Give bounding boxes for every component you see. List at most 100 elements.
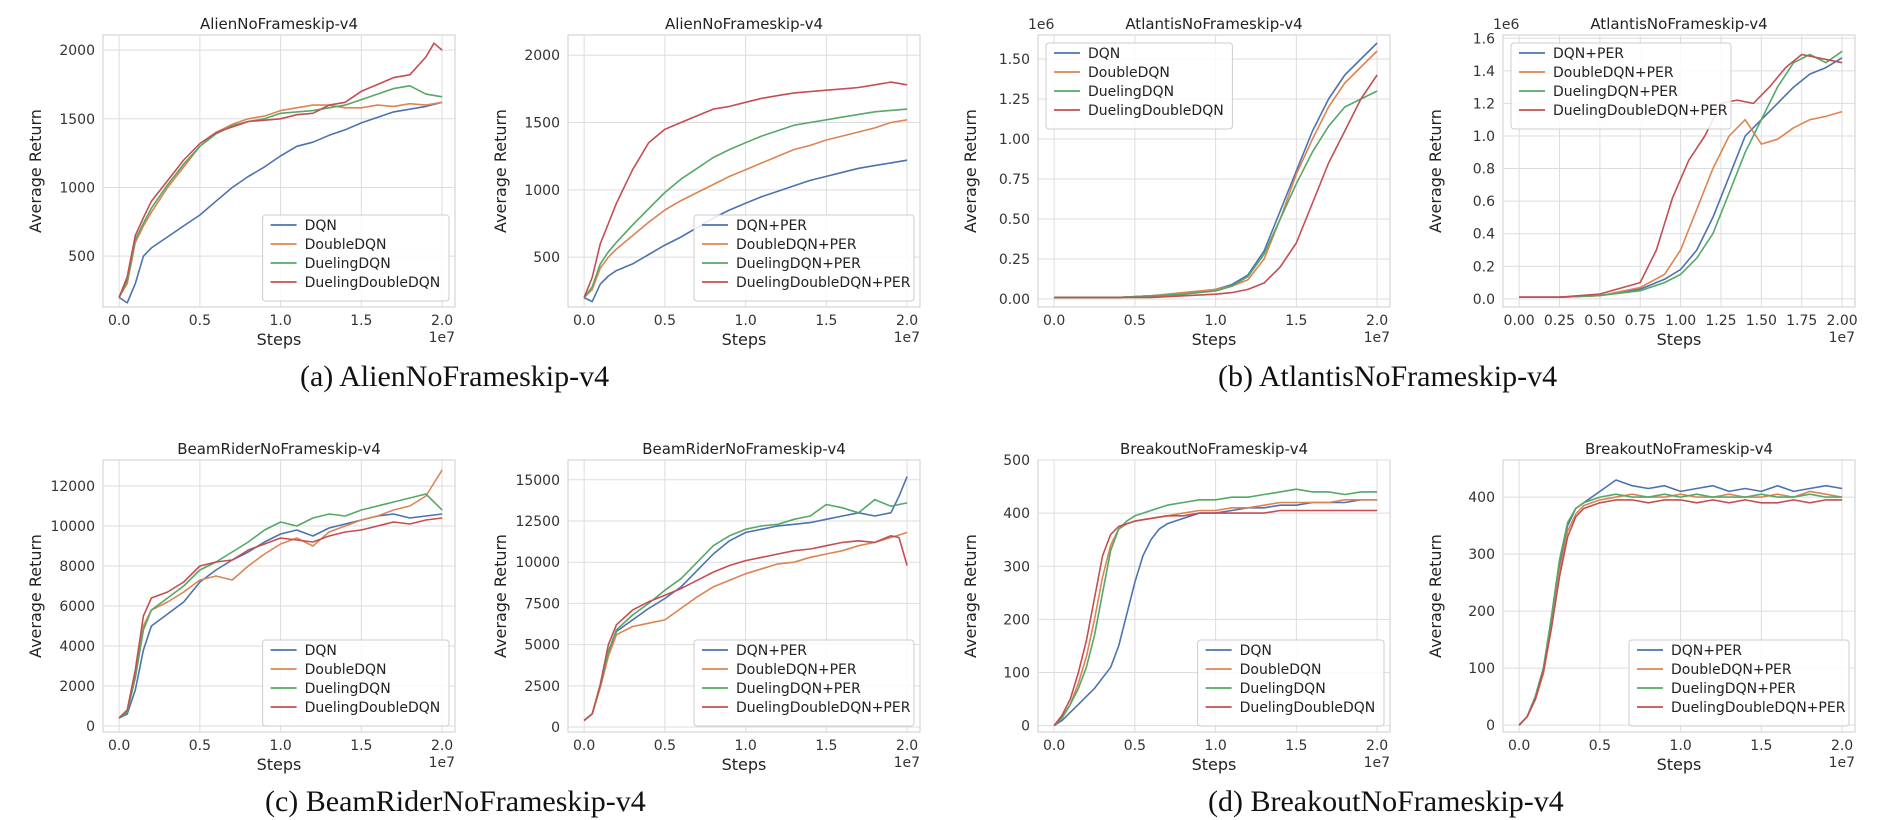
legend: DQN DoubleDQN DuelingDQN DuelingDoubleDQN [1045, 42, 1233, 130]
chart-beamrider-baseline: 0.0 0.5 1.0 1.5 2.0 0 2000 4000 6000 8000 10000 120… [15, 430, 470, 775]
x-tick-label: 0.0 [108, 313, 130, 329]
x-tick-label: 2.0 [431, 313, 453, 329]
chart-atlantis-baseline: 0.0 0.5 1.0 1.5 2.0 0.00 0.25 0.50 0.75 1.00 1.25 1… [950, 5, 1405, 350]
y-tick-label: 0 [86, 719, 95, 735]
x-tick-label: 1.75 [1786, 313, 1817, 329]
series-line-doubledqn [1053, 499, 1378, 727]
legend-box [1510, 42, 1732, 130]
legend-entry: DQN+PER [736, 643, 807, 659]
chart-atlantis-per: 0.00 0.25 0.50 0.75 1.00 1.25 1.50 1.75 2.00 0.0 0… [1415, 5, 1870, 350]
legend: DQN DoubleDQN DuelingDQN DuelingDoubleDQN [1197, 639, 1385, 727]
y-tick-label: 12000 [50, 479, 95, 495]
y-tick-label: 7500 [524, 596, 560, 612]
legend-entry: DuelingDQN+PER [1671, 681, 1796, 697]
y-tick-label: 0.4 [1473, 227, 1495, 243]
series-line-dqn [118, 101, 443, 304]
series-line-duelingdoubledqn-per [583, 81, 908, 298]
x-tick-label: 1.5 [350, 313, 372, 329]
legend-entry: DQN [305, 218, 337, 234]
series-line-duelingdqn-per [1519, 50, 1843, 299]
chart-svg: 0.0 0.5 1.0 1.5 2.0 0.00 0.25 0.50 0.75 1.00 1.25 1… [961, 15, 1391, 349]
x-tick-label: 0.50 [1584, 313, 1615, 329]
series-line-dqn [118, 513, 443, 719]
y-offset-label: 1e6 [1493, 17, 1520, 33]
legend-entry: DoubleDQN+PER [736, 237, 857, 253]
y-tick-label: 4000 [59, 639, 95, 655]
x-offset-label: 1e7 [429, 330, 455, 346]
series-line-duelingdqn [118, 85, 443, 298]
legend-entry: DoubleDQN [305, 662, 387, 678]
x-axis-label: Steps [257, 755, 302, 774]
chart-svg: 0.0 0.5 1.0 1.5 2.0 0 2500 5000 7500 10000 12500 15… [491, 440, 921, 774]
legend: DQN+PER DoubleDQN+PER DuelingDQN+PER Duelin… [1628, 639, 1850, 727]
series-line-duelingdoubledqn-per [583, 535, 908, 722]
x-tick-label: 1.5 [1285, 738, 1307, 754]
legend: DQN DoubleDQN DuelingDQN DuelingDoubleDQN [262, 214, 450, 302]
x-tick-label: 0.00 [1504, 313, 1535, 329]
x-axis-label: Steps [257, 330, 302, 349]
chart-svg: 0.00 0.25 0.50 0.75 1.00 1.25 1.50 1.75 2.00 0.0 0… [1426, 15, 1858, 349]
x-tick-label: 1.5 [350, 738, 372, 754]
y-tick-label: 2500 [524, 679, 560, 695]
series-line-duelingdqn-per [583, 498, 908, 722]
y-tick-label: 0.0 [1473, 292, 1495, 308]
y-tick-label: 200 [1003, 612, 1030, 628]
x-tick-label: 1.0 [1204, 313, 1226, 329]
y-tick-label: 400 [1468, 490, 1495, 506]
legend-entry: DuelingDoubleDQN+PER [1553, 103, 1728, 119]
y-axis-label: Average Return [961, 534, 980, 658]
y-tick-label: 1.00 [999, 132, 1030, 148]
series-line-duelingdoubledqn [118, 517, 443, 719]
chart-svg: 0.0 0.5 1.0 1.5 2.0 500 1000 1500 2000 AlienNoFra… [26, 15, 456, 349]
y-tick-label: 10000 [515, 555, 560, 571]
x-tick-label: 0.25 [1544, 313, 1575, 329]
chart-alien-per: 0.0 0.5 1.0 1.5 2.0 500 1000 1500 2000 AlienNoFra… [480, 5, 935, 350]
y-tick-label: 8000 [59, 559, 95, 575]
x-tick-label: 0.5 [1589, 738, 1611, 754]
x-offset-label: 1e7 [1829, 330, 1855, 346]
chart-title: BeamRiderNoFrameskip-v4 [642, 440, 846, 458]
x-tick-label: 1.0 [734, 313, 756, 329]
y-tick-label: 0.8 [1473, 162, 1495, 178]
x-offset-label: 1e7 [1364, 755, 1390, 771]
x-tick-label: 0.0 [573, 313, 595, 329]
y-tick-label: 400 [1003, 506, 1030, 522]
x-tick-label: 1.0 [269, 313, 291, 329]
legend-box [693, 639, 915, 727]
legend: DQN+PER DoubleDQN+PER DuelingDQN+PER Duelin… [693, 639, 915, 727]
x-axis-label: Steps [1657, 755, 1702, 774]
legend-entry: DQN [305, 643, 337, 659]
x-tick-label: 1.0 [269, 738, 291, 754]
y-tick-label: 5000 [524, 638, 560, 654]
series-line-duelingdoubledqn [118, 42, 443, 298]
x-offset-label: 1e7 [1829, 755, 1855, 771]
legend-entry: DuelingDQN [1088, 84, 1174, 100]
y-tick-label: 500 [1003, 453, 1030, 469]
chart-svg: 0.0 0.5 1.0 1.5 2.0 0 2000 4000 6000 8000 10000 120… [26, 440, 456, 774]
x-tick-label: 0.0 [573, 738, 595, 754]
legend-box [1197, 639, 1385, 727]
series-line-duelingdoubledqn [1054, 74, 1378, 299]
x-tick-label: 2.0 [1366, 313, 1388, 329]
series-line-dqn [1053, 499, 1378, 727]
legend-entry: DoubleDQN [1240, 662, 1322, 678]
legend-box [1628, 639, 1850, 727]
x-tick-label: 2.0 [1831, 738, 1853, 754]
legend-entry: DuelingDQN [305, 681, 391, 697]
x-axis-label: Steps [722, 330, 767, 349]
legend-entry: DQN [1240, 643, 1272, 659]
y-tick-label: 2000 [524, 48, 560, 64]
legend-entry: DuelingDQN+PER [736, 256, 861, 272]
x-axis-label: Steps [1192, 330, 1237, 349]
chart-svg: 0.0 0.5 1.0 1.5 2.0 500 1000 1500 2000 AlienNoFra… [491, 15, 921, 349]
x-tick-label: 0.5 [189, 313, 211, 329]
x-tick-label: 0.75 [1625, 313, 1656, 329]
x-tick-label: 0.5 [654, 738, 676, 754]
series-line-doubledqn-per [1519, 110, 1843, 299]
y-tick-label: 0 [551, 720, 560, 736]
y-tick-label: 500 [68, 249, 95, 265]
x-tick-label: 1.5 [1285, 313, 1307, 329]
y-tick-label: 15000 [515, 473, 560, 489]
y-axis-label: Average Return [491, 109, 510, 233]
y-tick-label: 1.0 [1473, 129, 1495, 145]
